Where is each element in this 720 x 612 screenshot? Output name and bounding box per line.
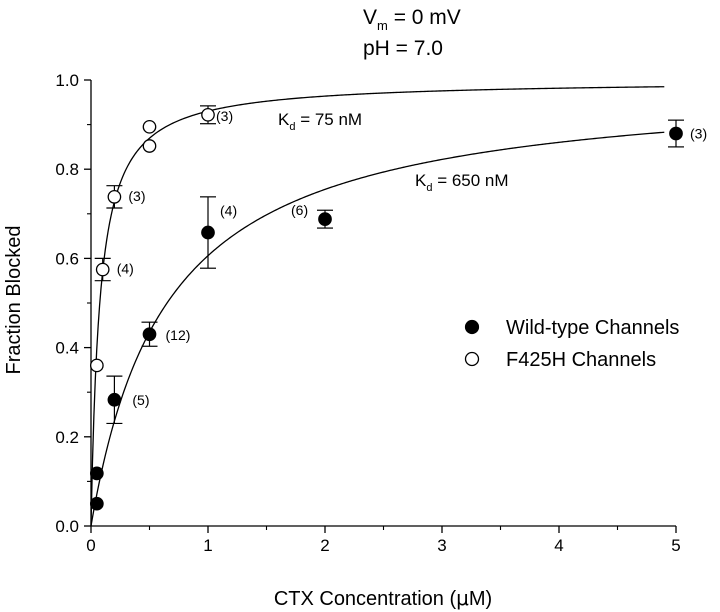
data-point-wild-type: [107, 392, 122, 407]
y-tick-label: 0.2: [55, 428, 79, 447]
data-point-wild-type: [142, 327, 157, 342]
fit-curve-f425h: [90, 86, 665, 527]
x-tick-label: 5: [671, 536, 680, 555]
data-point-f425h: [142, 139, 157, 153]
legend-label-wild-type: Wild-type Channels: [506, 317, 679, 339]
data-point-f425h: [95, 262, 110, 277]
data-point-wild-type: [90, 496, 104, 511]
y-tick-label: 0.4: [55, 339, 79, 358]
data-point-f425h: [107, 190, 122, 204]
x-tick-label: 4: [554, 536, 563, 555]
x-tick-label: 0: [86, 536, 95, 555]
kd-label-wild-type: Kd = 650 nM: [415, 171, 509, 194]
sample-size-label-wild-type: (4): [220, 203, 237, 219]
y-tick-label: 0.6: [55, 249, 79, 268]
sample-size-label-f425h: (3): [216, 108, 233, 124]
data-point-f425h: [201, 107, 215, 122]
sample-size-label-f425h: (4): [117, 261, 134, 277]
condition-voltage: Vm = 0 mV: [363, 6, 461, 33]
y-tick-label: 0.8: [55, 160, 79, 179]
y-tick-label: 0.0: [55, 517, 79, 536]
legend-marker-f425h: [464, 351, 480, 367]
data-point-wild-type: [90, 466, 104, 481]
y-axis-title: Fraction Blocked: [3, 226, 25, 375]
data-point-f425h: [90, 358, 104, 373]
x-tick-label: 3: [437, 536, 446, 555]
sample-size-label-wild-type: (12): [166, 327, 191, 343]
data-point-wild-type: [201, 225, 215, 240]
data-point-wild-type: [318, 212, 332, 227]
x-tick-label: 2: [320, 536, 329, 555]
data-point-wild-type: [669, 126, 683, 141]
condition-ph: pH = 7.0: [363, 37, 443, 60]
sample-size-label-f425h: (3): [128, 188, 145, 204]
data-point-f425h: [142, 119, 157, 134]
sample-size-label-wild-type: (3): [690, 126, 707, 142]
legend-marker-wild-type: [464, 319, 480, 335]
plot-area: 0 1 2 3 4 5 0.0 0.2 0.4 0.6 0.8 1.0 Kd = 650 nM Kd = …: [55, 71, 707, 555]
x-tick-label: 1: [203, 536, 212, 555]
fit-curve-wild-type: [90, 131, 665, 527]
sample-size-label-wild-type: (5): [132, 392, 149, 408]
sample-size-label-wild-type: (6): [291, 202, 308, 218]
x-axis-title: CTX Concentration (μM): [274, 586, 492, 610]
kd-label-f425h: Kd = 75 nM: [278, 110, 362, 133]
y-tick-label: 1.0: [55, 71, 79, 90]
legend: Wild-type Channels F425H Channels: [464, 317, 679, 371]
legend-label-f425h: F425H Channels: [506, 349, 656, 371]
